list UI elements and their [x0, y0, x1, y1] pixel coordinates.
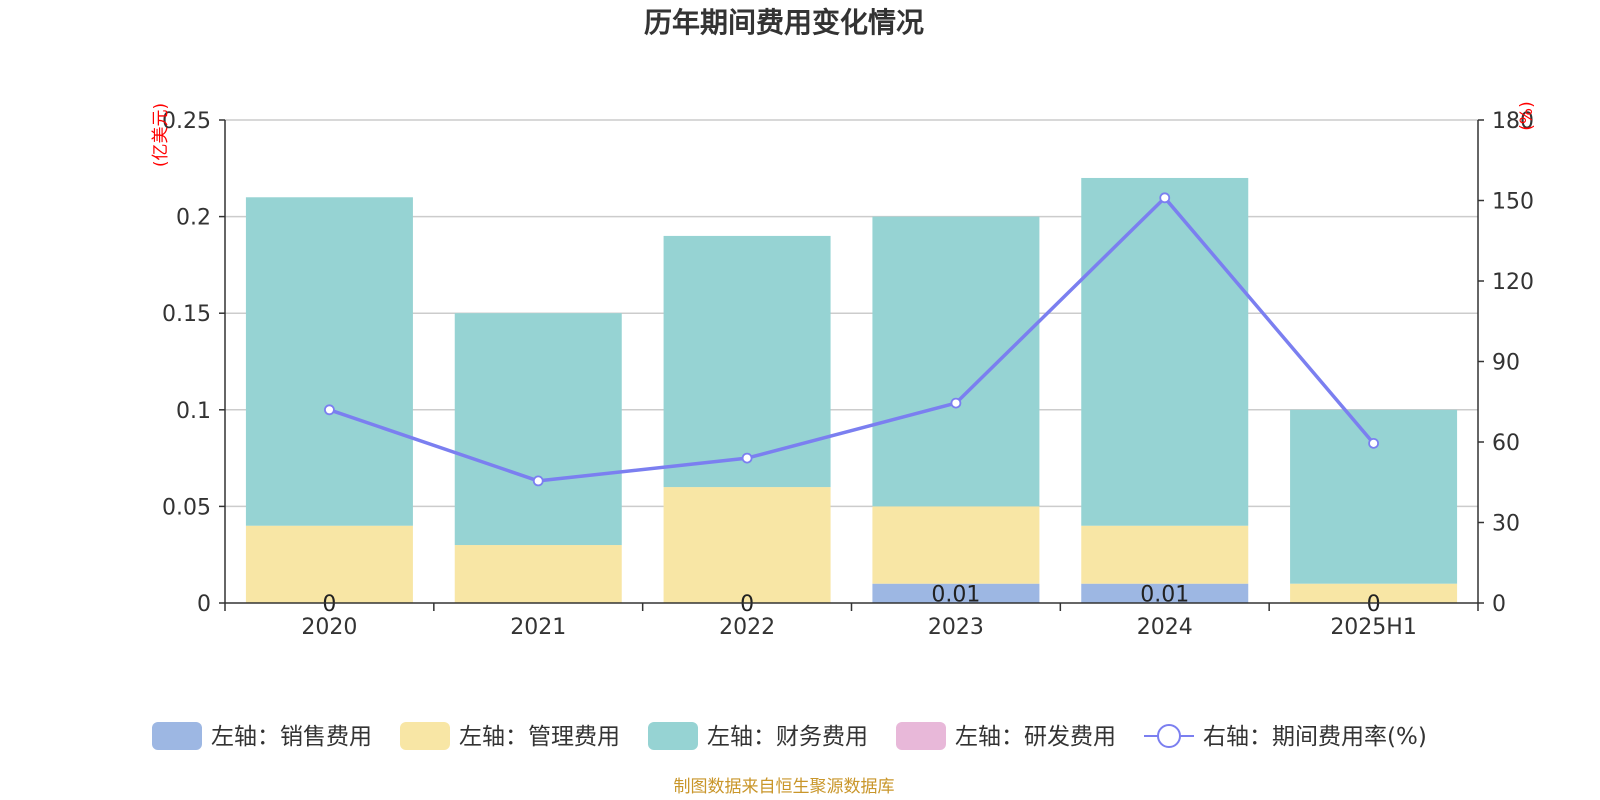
- left-tick-label: 0.25: [162, 109, 211, 134]
- legend-label: 左轴：管理费用: [459, 724, 620, 750]
- bar-segment: [454, 545, 622, 603]
- right-tick-label: 30: [1492, 512, 1520, 537]
- legend: 左轴：销售费用 左轴：管理费用 左轴：财务费用 左轴：研发费用 右轴：期间费用率(%): [152, 722, 1427, 750]
- x-tick-label: 2020: [301, 615, 357, 640]
- line-series: [324, 192, 1379, 487]
- bar-series: 0 0 0.01 0.01 0: [245, 177, 1458, 617]
- x-tick-label: 2024: [1137, 615, 1193, 640]
- data-label: 0: [1367, 592, 1381, 617]
- legend-item[interactable]: 左轴：销售费用: [152, 722, 372, 750]
- left-tick-label: 0.2: [176, 206, 211, 231]
- bar-segment: [245, 197, 413, 526]
- x-tick-label: 2022: [719, 615, 775, 640]
- right-axis-unit: (%): [1517, 101, 1537, 130]
- chart-title: 历年期间费用变化情况: [644, 6, 924, 39]
- x-tick-label: 2023: [928, 615, 984, 640]
- data-label: 0: [740, 592, 754, 617]
- bar-segment: [1081, 583, 1249, 603]
- bar-segment: [1290, 583, 1458, 603]
- bar-segment: [872, 506, 1040, 584]
- legend-swatch: [896, 722, 946, 750]
- legend-item[interactable]: 右轴：期间费用率(%): [1144, 724, 1427, 750]
- left-tick-label: 0: [197, 592, 211, 617]
- data-label: 0: [322, 592, 336, 617]
- legend-label: 右轴：期间费用率(%): [1203, 724, 1427, 750]
- rate-line: [328, 196, 1375, 483]
- bar-segment: [1081, 177, 1249, 526]
- left-tick-label: 0.15: [162, 302, 211, 327]
- grid-lines: [225, 119, 1478, 508]
- legend-marker: [1157, 724, 1181, 748]
- bar-segment: [1081, 525, 1249, 584]
- legend-label: 左轴：销售费用: [211, 724, 372, 750]
- right-tick-label: 150: [1492, 190, 1534, 215]
- legend-swatch: [648, 722, 698, 750]
- rate-point: [1368, 437, 1379, 449]
- legend-item[interactable]: 左轴：管理费用: [400, 722, 620, 750]
- bar-segment: [663, 235, 831, 488]
- bar-segment: [454, 313, 622, 546]
- left-tick-label: 0.05: [162, 495, 211, 520]
- rate-point: [1159, 192, 1171, 204]
- x-tick-label: 2025H1: [1330, 615, 1417, 640]
- left-tick-label: 0.1: [176, 399, 211, 424]
- legend-label: 左轴：财务费用: [707, 724, 868, 750]
- bar-segment: [663, 487, 831, 603]
- right-tick-label: 120: [1492, 270, 1534, 295]
- legend-item[interactable]: 左轴：研发费用: [896, 722, 1116, 750]
- data-source-note: 制图数据来自恒生聚源数据库: [674, 777, 895, 797]
- legend-label: 左轴：研发费用: [955, 724, 1116, 750]
- bar-segment: [872, 216, 1040, 507]
- rate-point: [324, 404, 335, 416]
- right-tick-label: 180: [1492, 109, 1534, 134]
- right-tick-label: 60: [1492, 431, 1520, 456]
- rate-point: [950, 397, 962, 409]
- right-tick-label: 0: [1492, 592, 1506, 617]
- right-tick-label: 90: [1492, 351, 1520, 376]
- legend-swatch: [400, 722, 450, 750]
- legend-swatch: [152, 722, 202, 750]
- x-tick-label: 2021: [510, 615, 566, 640]
- rate-point: [741, 452, 753, 464]
- left-axis-unit: (亿美元): [151, 103, 171, 167]
- legend-item[interactable]: 左轴：财务费用: [648, 722, 868, 750]
- bar-segment: [872, 583, 1040, 603]
- bar-segment: [245, 525, 413, 603]
- rate-point: [532, 475, 544, 487]
- bar-segment: [1290, 409, 1458, 584]
- axes: 0 0.05 0.1 0.15 0.2 0.25 0 30 60 90 120 150 180 2020 2…: [162, 109, 1534, 640]
